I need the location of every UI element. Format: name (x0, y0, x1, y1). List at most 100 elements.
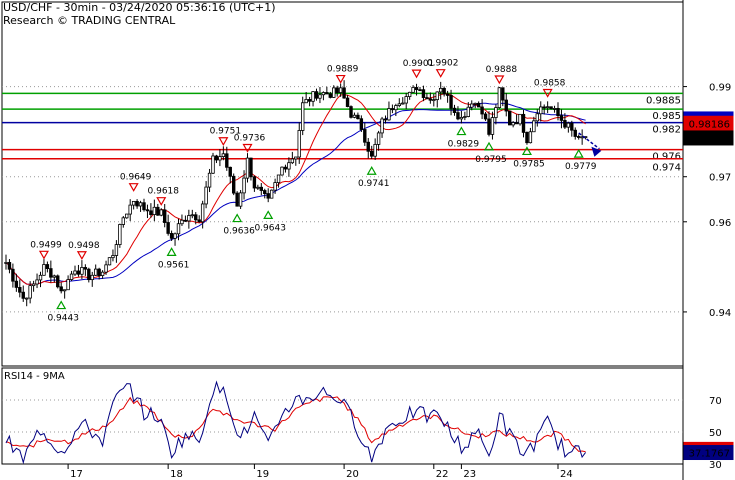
candle-body (169, 233, 174, 239)
x-tick-label: 22 (436, 469, 449, 480)
candle-body (207, 172, 212, 188)
candle-body (363, 129, 367, 143)
candle-body (349, 106, 353, 118)
candle-body (314, 91, 319, 99)
candle-body (487, 118, 491, 135)
candle-body (94, 268, 98, 276)
annotation-label: 0.9888 (486, 65, 518, 75)
level-label: 0.974 (652, 163, 681, 174)
projection-arrow-icon (591, 146, 602, 157)
candle-body (559, 115, 564, 121)
grid-lines (2, 86, 683, 313)
candle-body (518, 113, 522, 125)
candle-body (76, 270, 81, 275)
annotation-high: 0.9736 (234, 133, 266, 153)
candle-body (87, 268, 91, 281)
candle-body (342, 87, 346, 99)
candle-body (166, 222, 170, 234)
annotation-label: 0.9889 (327, 65, 359, 75)
rsi-tick-label: 70 (709, 396, 722, 407)
low-marker-icon (573, 148, 584, 158)
candle-body (159, 209, 163, 216)
candle-body (62, 289, 67, 292)
candle-body (28, 285, 32, 299)
annotation-low: 0.9561 (158, 247, 189, 270)
candle-body (328, 93, 332, 98)
high-marker-icon (76, 251, 87, 260)
candle-body (463, 116, 467, 118)
candle-body (483, 113, 488, 120)
candle-body (97, 268, 101, 276)
tag-ma_short: 0.98186 (683, 115, 734, 131)
y-axis: 0.99 0.97 0.96 0.94 (683, 83, 731, 319)
candle-body (528, 131, 533, 144)
annotation-label: 0.9736 (234, 133, 266, 143)
projection-arrow (578, 132, 602, 157)
candle-body (438, 87, 443, 93)
x-tick-label: 23 (463, 469, 476, 480)
candle-body (404, 96, 408, 104)
y-tick-label: 0.99 (709, 83, 731, 94)
candle-body (49, 268, 53, 278)
annotation-label: 0.9751 (210, 127, 242, 137)
candle-body (307, 99, 312, 102)
annotation-high: 0.9649 (120, 173, 152, 192)
candle-body (90, 274, 94, 281)
tag-current: 0.9786 (683, 130, 734, 146)
candle-body (442, 87, 446, 95)
low-marker-icon (232, 213, 243, 223)
candle-body (459, 116, 464, 120)
candle-body (421, 89, 426, 98)
candle-body (100, 271, 105, 276)
candle-body (394, 105, 398, 111)
candle-body (297, 130, 301, 158)
candle-body (321, 92, 326, 96)
high-marker-icon (156, 197, 167, 206)
candle-body (338, 87, 343, 93)
candle-body (563, 120, 567, 128)
chart-title: USD/CHF - 30min - 03/24/2020 05:36:16 (U… (3, 1, 276, 14)
candle-body (235, 192, 239, 207)
candle-body (521, 113, 526, 133)
candle-body (14, 280, 19, 288)
candle-body (194, 214, 198, 221)
candle-body (121, 217, 125, 225)
annotation-high: 0.9889 (327, 65, 359, 84)
level-label: 0.976 (652, 152, 681, 163)
candle-body (114, 244, 119, 256)
candle-body (414, 87, 419, 91)
candle-body (111, 255, 115, 259)
candle-body (231, 175, 236, 194)
candle-body (470, 103, 474, 108)
candle-body (24, 297, 29, 300)
rsi-panel: RSI14 - 9MA 70 50 30 (2, 371, 722, 471)
annotation-high: 0.9618 (148, 187, 179, 206)
x-tick-label: 18 (170, 469, 183, 480)
candle-body (311, 91, 315, 102)
candle-body (359, 118, 364, 130)
tag-ma_short-text: 0.98186 (689, 119, 730, 130)
annotation-label: 0.9858 (534, 79, 566, 89)
high-marker-icon (38, 250, 49, 260)
x-tick-label: 17 (70, 469, 83, 480)
tag-current-text: 0.9786 (695, 134, 730, 145)
annotation-label: 0.9901 (403, 59, 435, 69)
annotation-label: 0.9795 (475, 155, 507, 165)
candle-body (221, 153, 226, 158)
rsi-title: RSI14 - 9MA (4, 371, 65, 382)
candle-body (7, 262, 12, 270)
candle-body (428, 98, 433, 101)
candle-body (242, 177, 246, 194)
candle-body (449, 95, 453, 109)
level-label: 0.982 (652, 125, 681, 136)
candle-body (218, 156, 222, 161)
level-label: 0.985 (652, 111, 681, 122)
x-tick-label: 20 (346, 469, 359, 480)
annotation-label: 0.9829 (448, 140, 480, 150)
candle-body (263, 190, 267, 194)
candle-body (566, 122, 571, 128)
high-marker-icon (218, 137, 229, 146)
annotation-low: 0.9779 (565, 148, 597, 172)
high-marker-icon (435, 69, 446, 78)
high-marker-icon (335, 74, 346, 84)
